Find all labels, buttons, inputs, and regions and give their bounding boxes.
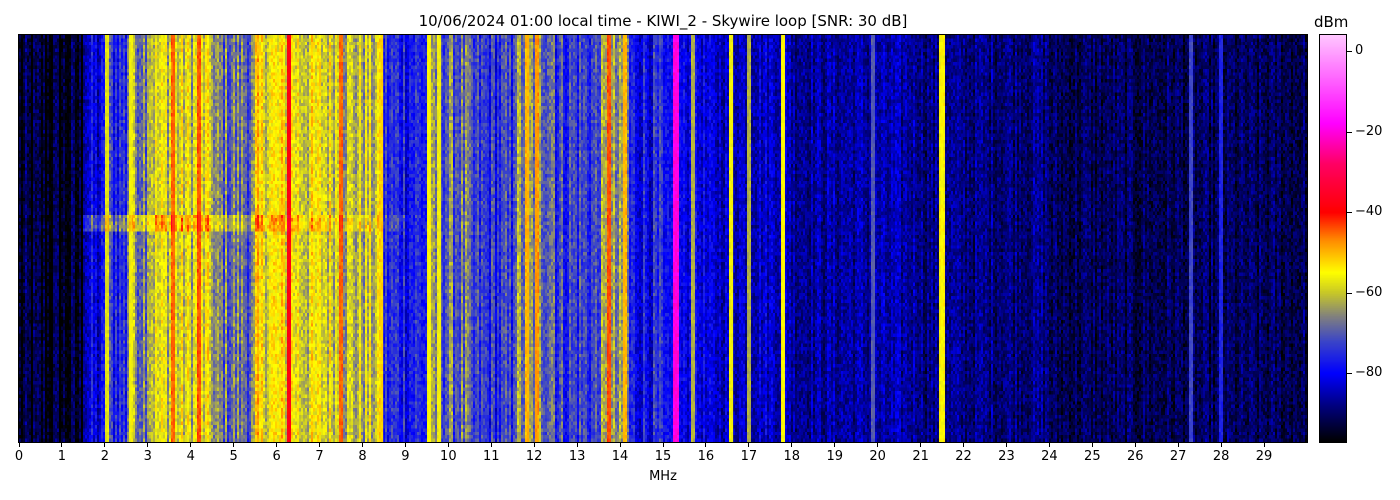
colorbar: [1320, 35, 1346, 442]
carrier-line-4: [287, 35, 291, 442]
x-tick-label: 10: [440, 449, 457, 464]
x-tick: [276, 442, 278, 447]
carrier-line-16: [747, 35, 751, 442]
x-tick: [447, 442, 449, 447]
x-tick: [490, 442, 492, 447]
x-tick: [877, 442, 879, 447]
x-tick: [104, 442, 106, 447]
x-tick: [748, 442, 750, 447]
x-tick: [920, 442, 922, 447]
carrier-overlay: [105, 35, 1223, 442]
colorbar-tick: [1347, 212, 1352, 214]
waterfall-plot: [19, 35, 1307, 442]
carrier-line-10: [534, 35, 538, 442]
colorbar-tick-label: −40: [1355, 204, 1383, 220]
x-tick-label: 15: [654, 449, 672, 464]
x-tick: [1177, 442, 1179, 447]
x-tick: [662, 442, 664, 447]
carrier-line-8: [438, 35, 442, 442]
x-tick-label: 19: [826, 449, 843, 464]
x-tick-label: 26: [1126, 449, 1144, 464]
spectrogram-heatmap: [19, 35, 1307, 442]
x-tick-label: 9: [401, 449, 410, 464]
x-tick: [361, 442, 363, 447]
colorbar-tick-label: 0: [1355, 43, 1364, 59]
carrier-line-14: [691, 35, 695, 442]
colorbar-tick: [1347, 373, 1352, 375]
x-tick-label: 4: [186, 449, 195, 464]
carrier-line-6: [380, 35, 384, 442]
x-tick-label: 21: [912, 449, 929, 464]
x-tick-label: 0: [14, 449, 24, 464]
carrier-line-17: [781, 35, 785, 442]
x-tick-label: 7: [315, 449, 324, 464]
x-tick: [1005, 442, 1007, 447]
carrier-line-21: [1219, 35, 1223, 442]
x-tick-label: 17: [740, 449, 758, 464]
x-tick-label: 14: [611, 449, 629, 464]
x-tick: [1263, 442, 1265, 447]
carrier-line-7: [427, 35, 431, 442]
x-tick: [576, 442, 578, 447]
x-tick-label: 6: [272, 449, 281, 464]
x-tick-label: 12: [525, 449, 543, 464]
colorbar-tick-label: −60: [1355, 284, 1383, 300]
carrier-line-18: [871, 35, 875, 442]
x-tick-label: 28: [1212, 449, 1230, 464]
carrier-line-3: [197, 35, 201, 442]
carrier-line-5: [339, 35, 343, 442]
carrier-line-11: [607, 35, 611, 442]
x-tick: [834, 442, 836, 447]
x-tick: [61, 442, 63, 447]
x-tick: [147, 442, 149, 447]
x-tick-label: 24: [1041, 449, 1058, 464]
x-tick: [963, 442, 965, 447]
x-tick-label: 16: [697, 449, 715, 464]
carrier-line-1: [129, 35, 133, 442]
x-tick: [705, 442, 707, 447]
x-tick-label: 5: [229, 449, 238, 464]
x-tick-label: 2: [100, 449, 109, 464]
carrier-line-15: [730, 35, 734, 442]
colorbar-tick-label: −20: [1355, 123, 1383, 139]
carrier-line-13: [674, 35, 678, 442]
x-tick-label: 29: [1255, 449, 1273, 464]
x-tick: [1134, 442, 1136, 447]
colorbar-tick: [1347, 51, 1352, 53]
x-axis-label: MHz: [649, 469, 677, 484]
carrier-line-12: [622, 35, 626, 442]
x-tick-label: 18: [783, 449, 801, 464]
x-tick: [533, 442, 535, 447]
x-tick-label: 23: [998, 449, 1015, 464]
x-tick-label: 20: [869, 449, 886, 464]
colorbar-tick: [1347, 131, 1352, 133]
x-tick: [18, 442, 20, 447]
x-tick: [1048, 442, 1050, 447]
carrier-line-2: [172, 35, 176, 442]
x-tick-label: 22: [955, 449, 972, 464]
x-tick: [1091, 442, 1093, 447]
x-tick-label: 11: [482, 449, 500, 464]
x-tick-label: 3: [143, 449, 152, 464]
carrier-line-20: [1189, 35, 1193, 442]
x-tick-label: 1: [57, 449, 67, 464]
x-tick-label: 25: [1084, 449, 1101, 464]
x-tick: [619, 442, 621, 447]
carrier-line-19: [940, 35, 944, 442]
x-tick-label: 27: [1169, 449, 1187, 464]
x-tick: [319, 442, 321, 447]
x-tick: [791, 442, 793, 447]
colorbar-label: dBm: [1314, 13, 1349, 31]
carrier-line-0: [105, 35, 109, 442]
chart-title: 10/06/2024 01:00 local time - KIWI_2 - S…: [418, 12, 908, 30]
colorbar-tick: [1347, 292, 1352, 294]
x-tick: [404, 442, 406, 447]
x-tick-label: 8: [358, 449, 367, 464]
x-tick: [190, 442, 192, 447]
carrier-line-9: [526, 35, 530, 442]
x-tick: [1220, 442, 1222, 447]
x-tick-label: 13: [568, 449, 586, 464]
colorbar-tick-label: −80: [1355, 365, 1383, 381]
x-tick: [233, 442, 235, 447]
